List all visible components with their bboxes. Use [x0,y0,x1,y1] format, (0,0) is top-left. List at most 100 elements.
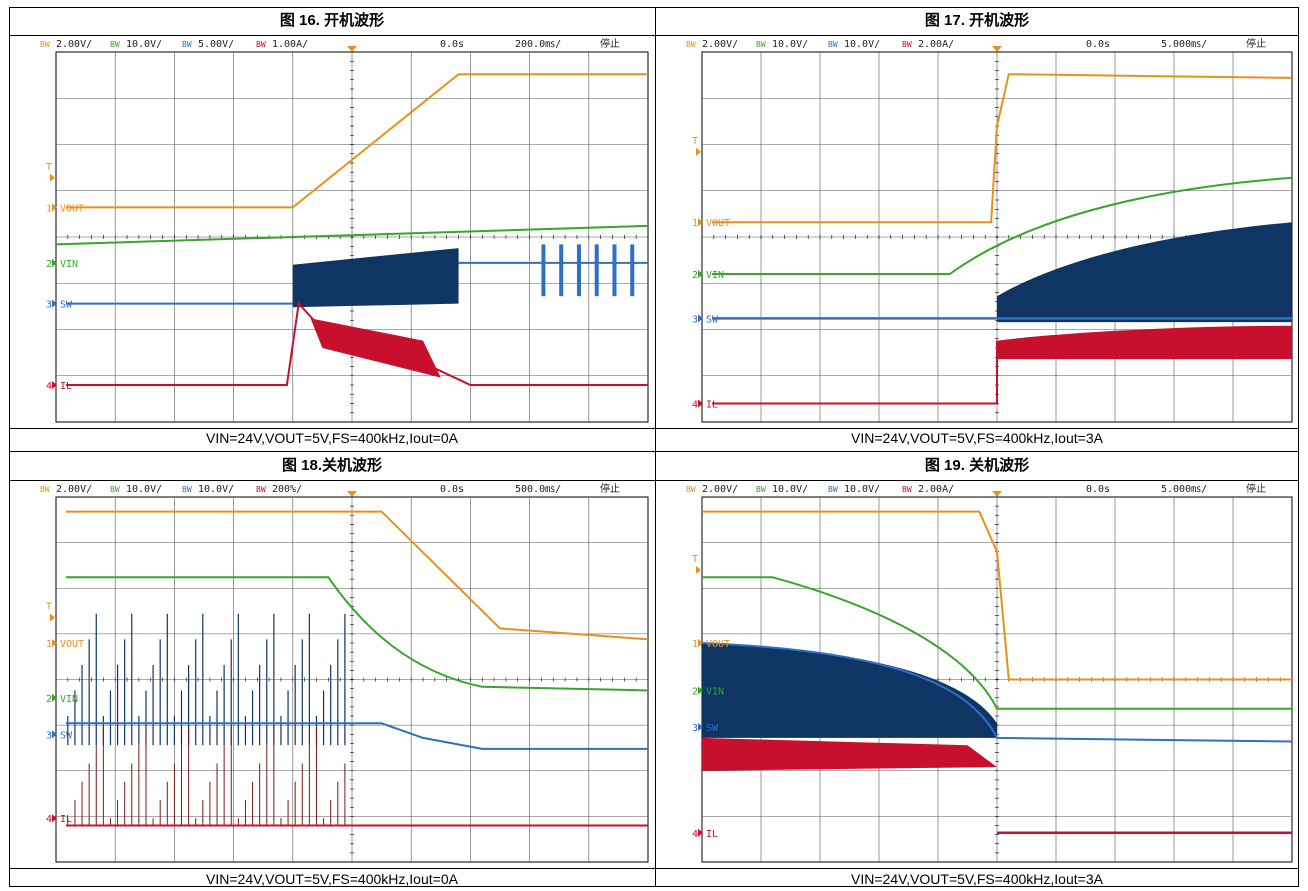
sw-burst [559,244,564,297]
channel-label-vout: VOUT [706,639,730,650]
channel-number-vin: 2 [692,686,698,697]
figure-caption: VIN=24V,VOUT=5V,FS=400kHz,Iout=3A [851,430,1103,446]
channel-number-vout: 1 [692,218,698,229]
bw-tag-4: BW [256,485,266,494]
bw-tag-2: BW [756,485,766,494]
sw-trace [66,722,648,750]
channel-ground-marker-sw [698,314,703,323]
scale-ch1: 2.00V/ [56,39,92,50]
channel-number-vout: 1 [46,639,52,650]
bw-tag-3: BW [182,485,192,494]
scale-ch2: 10.0V/ [126,39,162,50]
channel-ground-marker-sw [698,722,703,731]
bw-tag-1: BW [686,485,696,494]
trigger-label: T [692,136,698,147]
bw-tag-1: BW [40,485,50,494]
scale-ch3: 10.0V/ [844,484,880,495]
scale-ch1: 2.00V/ [702,39,738,50]
bw-tag-3: BW [182,40,192,49]
il-ripple-envelope [997,325,1292,360]
time-position: 0.0s [440,39,464,50]
channel-ground-marker-vout [52,203,57,212]
channel-label-vout: VOUT [60,639,84,650]
vin-trace [712,176,1293,275]
channel-number-sw: 3 [46,730,52,741]
channel-number-vout: 1 [46,203,52,214]
sw-trace [701,642,1293,743]
bw-tag-2: BW [110,485,120,494]
bw-tag-1: BW [686,40,696,49]
channel-number-sw: 3 [692,723,698,734]
scale-ch3: 10.0V/ [198,484,234,495]
time-position: 0.0s [440,484,464,495]
waveforms [66,510,649,827]
trigger-position-marker [347,46,357,52]
channel-number-vin: 2 [692,270,698,281]
channel-number-sw: 3 [692,314,698,325]
sw-switching-envelope [997,222,1292,323]
channel-number-vin: 2 [46,694,52,705]
bw-tag-4: BW [902,40,912,49]
channel-label-vin: VIN [706,270,724,281]
oscilloscope-plot: BW 2.00V/BW 10.0V/BW 10.0V/BW 200%/ 0.0s 500.0… [40,482,649,863]
channel-label-sw: SW [706,723,719,734]
channel-number-il: 4 [46,814,52,825]
figure-title: 图 16. 开机波形 [9,7,655,36]
vout-trace [702,510,1292,681]
channel-label-vin: VIN [60,694,78,705]
channel-label-sw: SW [60,730,73,741]
scope-grid [55,51,649,423]
channel-number-il: 4 [46,381,52,392]
il-ripple [310,318,441,378]
trigger-position-marker [992,46,1002,52]
figure-title: 图 19. 关机波形 [655,452,1299,481]
table-rule [9,868,1299,869]
bw-tag-2: BW [110,40,120,49]
bw-tag-2: BW [756,40,766,49]
channel-label-vout: VOUT [60,203,84,214]
scope-grid [55,496,649,863]
figure-caption: VIN=24V,VOUT=5V,FS=400kHz,Iout=3A [851,871,1103,887]
waveforms [701,510,1293,835]
channel-label-il: IL [60,381,72,392]
channel-ground-marker-vin [52,693,57,702]
channel-label-vin: VIN [60,259,78,270]
timebase: 5.000㎳/ [1161,39,1207,50]
channel-number-vout: 1 [692,639,698,650]
timebase: 500.0㎳/ [515,484,561,495]
sw-burst [612,244,617,297]
il-trace [712,340,998,405]
channel-label-sw: SW [706,314,719,325]
timebase: 200.0㎳/ [515,39,561,50]
table-rule [9,451,1299,452]
scale-ch4: 2.00A/ [918,39,954,50]
channel-ground-marker-vin [698,686,703,695]
figure-title: 图 18.关机波形 [9,452,655,481]
channel-label-vout: VOUT [706,218,730,229]
scale-ch2: 10.0V/ [772,484,808,495]
scale-ch1: 2.00V/ [702,484,738,495]
figure-title: 图 17. 开机波形 [655,7,1299,36]
channel-ground-marker-il [698,828,703,837]
time-position: 0.0s [1086,484,1110,495]
channel-ground-marker-il [698,399,703,408]
oscilloscope-screenshot: BW 2.00V/BW 10.0V/BW 10.0V/BW 200%/ 0.0s 500.0… [10,481,654,868]
figure-table [9,7,1299,887]
bw-tag-4: BW [256,40,266,49]
vin-trace [702,576,1292,710]
trigger-level-marker [50,613,55,622]
channel-label-il: IL [706,829,718,840]
scale-ch2: 10.0V/ [772,39,808,50]
scale-ch4: 1.00A/ [272,39,308,50]
channel-ground-marker-vout [52,639,57,647]
oscilloscope-plot: BW 2.00V/BW 10.0V/BW 10.0V/BW 2.00A/0.0s 5.00… [686,482,1293,863]
channel-ground-marker-vin [698,270,703,278]
channel-ground-marker-sw [52,730,57,739]
run-state: 停止 [1246,482,1266,495]
trigger-level-marker [50,173,55,182]
oscilloscope-plot: BW 2.00V/BW 10.0V/BW 5.00V/BW 1.00A/0.0s 200.… [40,37,649,423]
figure-caption: VIN=24V,VOUT=5V,FS=400kHz,Iout=0A [206,430,458,446]
table-rule [655,7,656,887]
channel-number-il: 4 [692,829,698,840]
oscilloscope-screenshot: BW 2.00V/BW 10.0V/BW 5.00V/BW 1.00A/0.0s 200.… [10,36,654,428]
